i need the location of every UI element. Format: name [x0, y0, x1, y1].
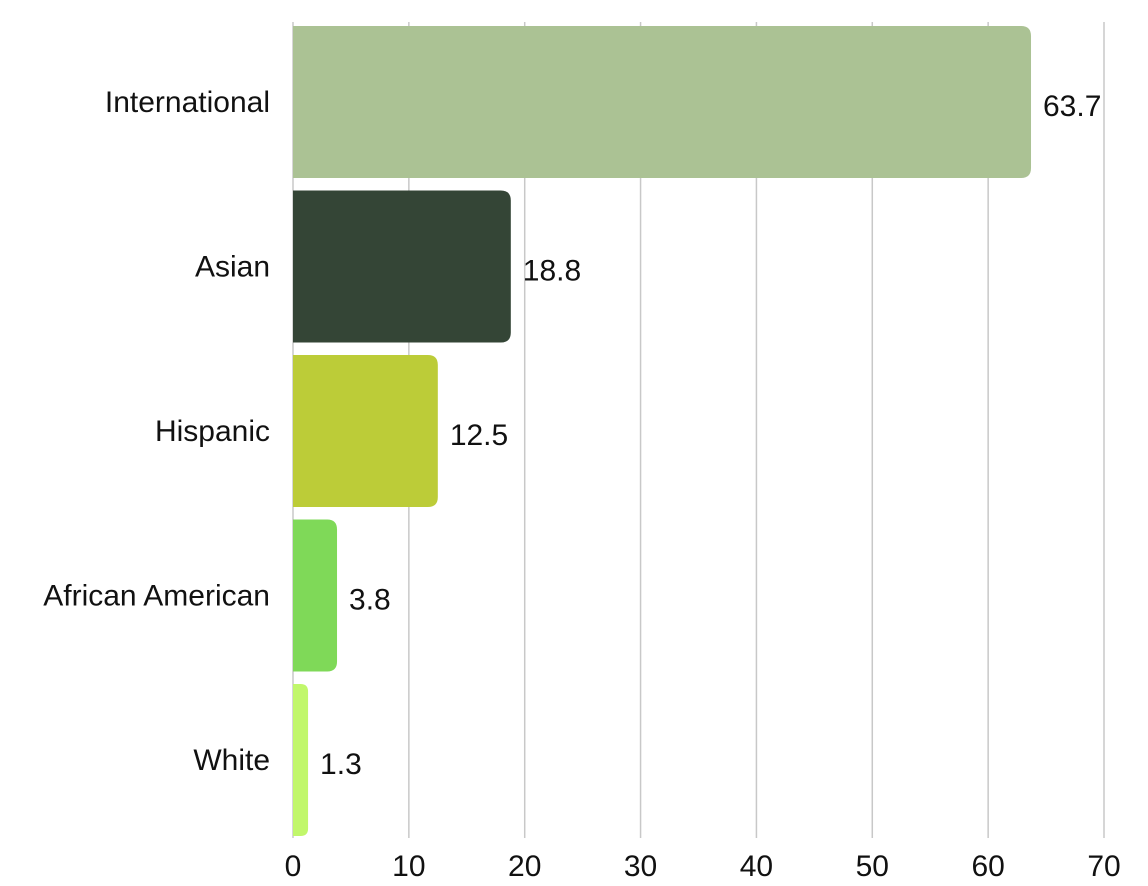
category-label: White [193, 744, 270, 777]
bar-african-american [293, 519, 338, 672]
value-label: 3.8 [349, 584, 391, 617]
bar-hispanic [293, 355, 438, 507]
value-labels: 63.7 18.8 12.5 3.8 1.3 [320, 90, 1101, 781]
category-label: International [105, 86, 270, 119]
x-tick-label: 40 [740, 850, 773, 883]
value-label: 1.3 [320, 748, 362, 781]
category-label: Hispanic [155, 415, 270, 448]
x-tick-label: 10 [392, 850, 425, 883]
category-labels: International Asian Hispanic African Americ… [43, 86, 270, 777]
x-axis-ticks: 0 10 20 30 40 50 60 70 [285, 850, 1121, 883]
value-label: 12.5 [450, 419, 508, 452]
bar-asian [293, 190, 511, 343]
value-label: 63.7 [1043, 90, 1101, 123]
bar-white [293, 684, 309, 836]
bars [293, 26, 1032, 836]
bar-international [293, 26, 1032, 178]
value-label: 18.8 [523, 255, 581, 288]
x-tick-label: 20 [508, 850, 541, 883]
category-label: Asian [195, 251, 270, 284]
x-tick-label: 50 [856, 850, 889, 883]
x-tick-label: 30 [624, 850, 657, 883]
x-tick-label: 60 [971, 850, 1004, 883]
x-tick-label: 70 [1087, 850, 1120, 883]
category-label: African American [43, 580, 270, 613]
x-tick-label: 0 [285, 850, 302, 883]
